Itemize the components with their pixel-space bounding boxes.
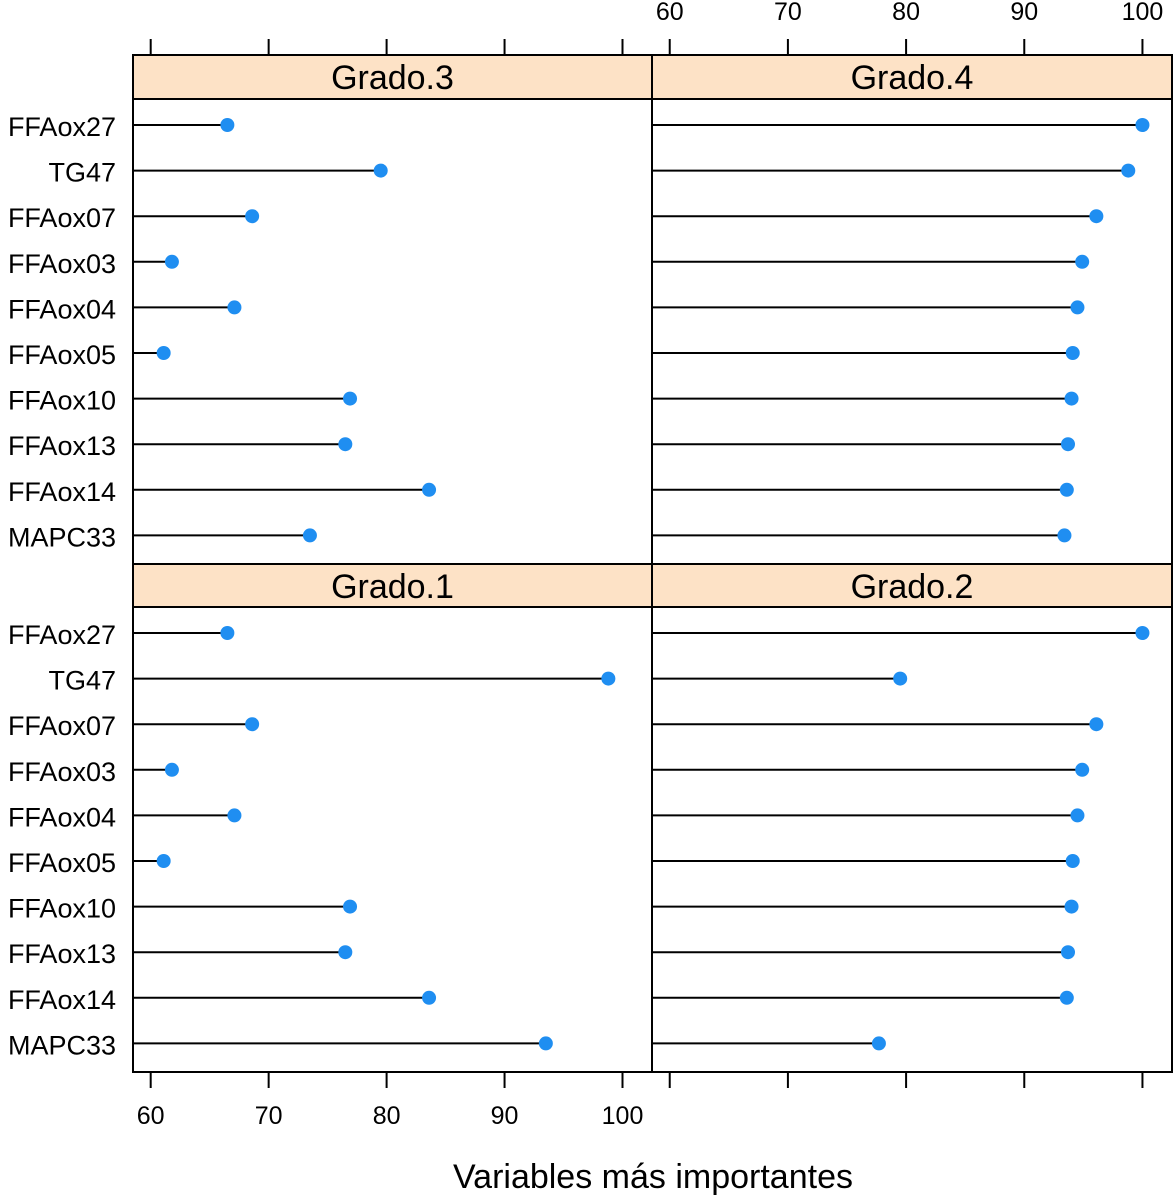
x-tick-label: 90 bbox=[1010, 0, 1038, 26]
data-point bbox=[156, 346, 171, 360]
category-label: FFAox13 bbox=[8, 939, 116, 969]
data-point bbox=[343, 391, 358, 406]
data-point bbox=[220, 626, 235, 640]
data-point bbox=[1075, 254, 1090, 269]
panel-frame bbox=[651, 98, 1173, 565]
data-point bbox=[1075, 762, 1090, 777]
category-label: FFAox07 bbox=[8, 203, 116, 233]
data-point bbox=[1135, 626, 1150, 640]
category-label: TG47 bbox=[48, 666, 116, 696]
category-label: FFAox27 bbox=[8, 620, 116, 650]
panel-frame bbox=[132, 606, 653, 1073]
data-point bbox=[1135, 118, 1150, 132]
x-tick-label: 80 bbox=[892, 0, 920, 26]
data-point bbox=[1121, 163, 1136, 178]
data-point bbox=[245, 209, 260, 224]
data-point bbox=[871, 1036, 886, 1051]
data-point bbox=[1070, 300, 1085, 315]
panel-strip-title: Grado.1 bbox=[331, 568, 454, 606]
data-point bbox=[227, 300, 242, 315]
category-label: FFAox05 bbox=[8, 848, 116, 878]
category-label: FFAox03 bbox=[8, 249, 116, 279]
category-label: MAPC33 bbox=[8, 1030, 116, 1060]
panel-strip bbox=[651, 54, 1173, 100]
panel-frame bbox=[132, 98, 653, 565]
data-point bbox=[338, 437, 353, 452]
data-point bbox=[1089, 209, 1104, 224]
panel-strip-title: Grado.4 bbox=[851, 59, 974, 97]
data-point bbox=[338, 945, 353, 960]
data-point bbox=[1070, 808, 1085, 823]
data-point bbox=[302, 528, 317, 543]
data-point bbox=[1064, 391, 1079, 406]
data-point bbox=[164, 762, 179, 777]
category-label: FFAox10 bbox=[8, 894, 116, 924]
x-axis-label: Variables más importantes bbox=[453, 1158, 853, 1196]
data-point bbox=[1059, 482, 1074, 497]
data-point bbox=[601, 671, 616, 686]
data-point bbox=[1089, 717, 1104, 732]
category-label: FFAox14 bbox=[8, 985, 116, 1015]
x-tick-label: 60 bbox=[656, 0, 684, 26]
data-point bbox=[1057, 528, 1072, 543]
data-point bbox=[422, 990, 437, 1005]
data-point bbox=[373, 163, 388, 178]
data-point bbox=[1064, 899, 1079, 914]
panel-strip bbox=[132, 563, 653, 608]
x-tick-label: 70 bbox=[774, 0, 802, 26]
category-label: FFAox13 bbox=[8, 431, 116, 461]
category-label: FFAox04 bbox=[8, 294, 116, 324]
category-label: FFAox14 bbox=[8, 477, 116, 507]
data-point bbox=[343, 899, 358, 914]
data-point bbox=[220, 118, 235, 132]
category-label: FFAox27 bbox=[8, 112, 116, 142]
x-tick-label: 100 bbox=[602, 1102, 644, 1130]
data-point bbox=[893, 671, 908, 686]
data-point bbox=[538, 1036, 553, 1051]
category-label: FFAox05 bbox=[8, 340, 116, 370]
category-label: FFAox10 bbox=[8, 386, 116, 416]
data-point bbox=[1065, 854, 1080, 868]
data-point bbox=[1061, 437, 1075, 452]
x-tick-label: 80 bbox=[373, 1102, 401, 1130]
panel-strip bbox=[132, 54, 653, 100]
data-point bbox=[164, 254, 179, 269]
category-label: TG47 bbox=[48, 158, 116, 188]
x-tick-label: 90 bbox=[491, 1102, 519, 1130]
category-label: FFAox07 bbox=[8, 711, 116, 741]
x-tick-label: 70 bbox=[255, 1102, 283, 1130]
data-point bbox=[1065, 346, 1080, 360]
category-label: MAPC33 bbox=[8, 522, 116, 552]
panel-strip bbox=[651, 563, 1173, 608]
data-point bbox=[156, 854, 171, 868]
x-tick-label: 60 bbox=[137, 1102, 165, 1130]
data-point bbox=[1061, 945, 1075, 960]
panel-strip-title: Grado.2 bbox=[851, 568, 974, 606]
panel-strip-title: Grado.3 bbox=[331, 59, 454, 97]
data-point bbox=[227, 808, 242, 823]
category-label: FFAox04 bbox=[8, 802, 116, 832]
panel-frame bbox=[651, 606, 1173, 1073]
x-tick-label: 100 bbox=[1122, 0, 1164, 26]
data-point bbox=[1059, 990, 1074, 1005]
data-point bbox=[245, 717, 260, 732]
data-point bbox=[422, 482, 437, 497]
category-label: FFAox03 bbox=[8, 757, 116, 787]
